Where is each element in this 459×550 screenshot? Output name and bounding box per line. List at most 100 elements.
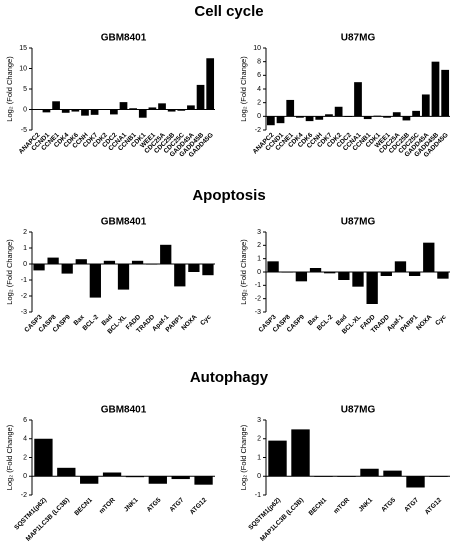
bar	[160, 244, 172, 264]
bar	[187, 105, 195, 110]
bar	[177, 109, 186, 111]
bar	[360, 468, 379, 477]
bar	[146, 264, 158, 265]
bar	[324, 272, 336, 274]
bar	[383, 116, 391, 118]
bar	[47, 257, 59, 264]
bar	[131, 260, 144, 264]
bar	[352, 272, 364, 287]
y-tick-label: -1	[21, 277, 27, 284]
bar	[81, 109, 89, 116]
x-tick-label: BCL-2	[316, 313, 335, 332]
bar	[412, 110, 420, 117]
x-tick-label: MAP1LC3B (LC3B)	[259, 497, 305, 543]
y-tick-label: 3	[257, 229, 261, 236]
x-tick-label: Cyc	[199, 313, 213, 327]
bar	[437, 272, 449, 279]
x-tick-label: NOXA	[415, 313, 433, 331]
chart-title: GBM8401	[101, 217, 147, 228]
bar	[354, 82, 362, 117]
x-tick-label: ATG12	[424, 496, 444, 516]
y-tick-label: 5	[23, 86, 27, 93]
y-tick-label: -2	[21, 492, 27, 499]
bar	[194, 476, 213, 485]
bar	[117, 264, 130, 290]
bar	[267, 261, 279, 272]
bar	[380, 272, 392, 276]
x-tick-label: mTOR	[332, 496, 351, 515]
bar	[206, 58, 215, 110]
bar	[276, 116, 285, 124]
y-tick-label: 1	[257, 454, 261, 461]
bar	[90, 109, 99, 115]
x-tick-label: MAP1LC3B (LC3B)	[25, 497, 71, 543]
bar	[89, 264, 101, 298]
bar	[148, 107, 157, 110]
y-tick-label: 0	[257, 473, 261, 480]
bar	[61, 109, 70, 113]
y-tick-label: 2	[23, 229, 27, 236]
bar	[42, 109, 51, 113]
bar	[188, 264, 200, 272]
x-tick-label: ATG7	[168, 496, 185, 513]
section-title: Autophagy	[190, 369, 269, 386]
bar	[423, 242, 435, 272]
y-axis-label: Log₂ (Fold Change)	[239, 56, 248, 122]
x-tick-label: NOXA	[180, 313, 198, 331]
bar	[421, 94, 430, 117]
y-tick-label: 4	[257, 86, 261, 93]
y-tick-label: 2	[257, 242, 261, 249]
section-title: Apoptosis	[192, 187, 265, 204]
bar	[80, 476, 99, 484]
bar	[148, 476, 167, 484]
bar	[383, 470, 402, 477]
bar	[171, 476, 190, 480]
section-title: Cell cycle	[194, 3, 263, 20]
bar	[103, 260, 116, 264]
bar	[57, 467, 76, 477]
bar	[429, 476, 448, 477]
y-tick-label: -5	[21, 127, 27, 134]
x-tick-label: BECN1	[73, 496, 94, 517]
y-tick-label: -3	[255, 309, 261, 316]
bar	[373, 115, 382, 117]
y-tick-label: 0	[257, 269, 261, 276]
y-tick-label: 6	[257, 72, 261, 79]
bar	[110, 109, 118, 115]
y-axis-label: Log₂ (Fold Change)	[5, 424, 14, 490]
chart-title: GBM8401	[101, 405, 147, 416]
chart-title: GBM8401	[101, 33, 147, 44]
bar	[338, 272, 350, 280]
bar	[305, 116, 314, 122]
bar	[296, 116, 304, 118]
bar	[75, 259, 87, 264]
y-axis-label: Log₂ (Fold Change)	[5, 56, 14, 122]
bar	[325, 114, 333, 117]
bar	[174, 264, 186, 287]
bar	[34, 438, 53, 477]
bar	[314, 476, 333, 477]
x-tick-label: Cyc	[434, 313, 448, 327]
bar	[441, 69, 450, 117]
bar	[52, 101, 60, 110]
x-tick-label: JNK1	[123, 496, 140, 513]
y-axis-label: Log₂ (Fold Change)	[239, 239, 248, 305]
bar	[363, 116, 372, 120]
y-tick-label: 4	[23, 436, 27, 443]
bar	[344, 116, 353, 117]
y-tick-label: 3	[257, 417, 261, 424]
y-tick-label: 2	[257, 100, 261, 107]
bar	[291, 429, 310, 477]
bar	[406, 476, 425, 488]
y-tick-label: 0	[23, 261, 27, 268]
bar	[167, 109, 176, 112]
bar	[100, 109, 109, 110]
bar	[408, 272, 421, 276]
y-tick-label: 10	[19, 65, 27, 72]
y-tick-label: 10	[253, 45, 261, 52]
y-tick-label: 2	[257, 436, 261, 443]
y-tick-label: 8	[257, 59, 261, 66]
bar	[281, 272, 293, 273]
bar	[129, 108, 137, 110]
bar	[196, 84, 205, 110]
